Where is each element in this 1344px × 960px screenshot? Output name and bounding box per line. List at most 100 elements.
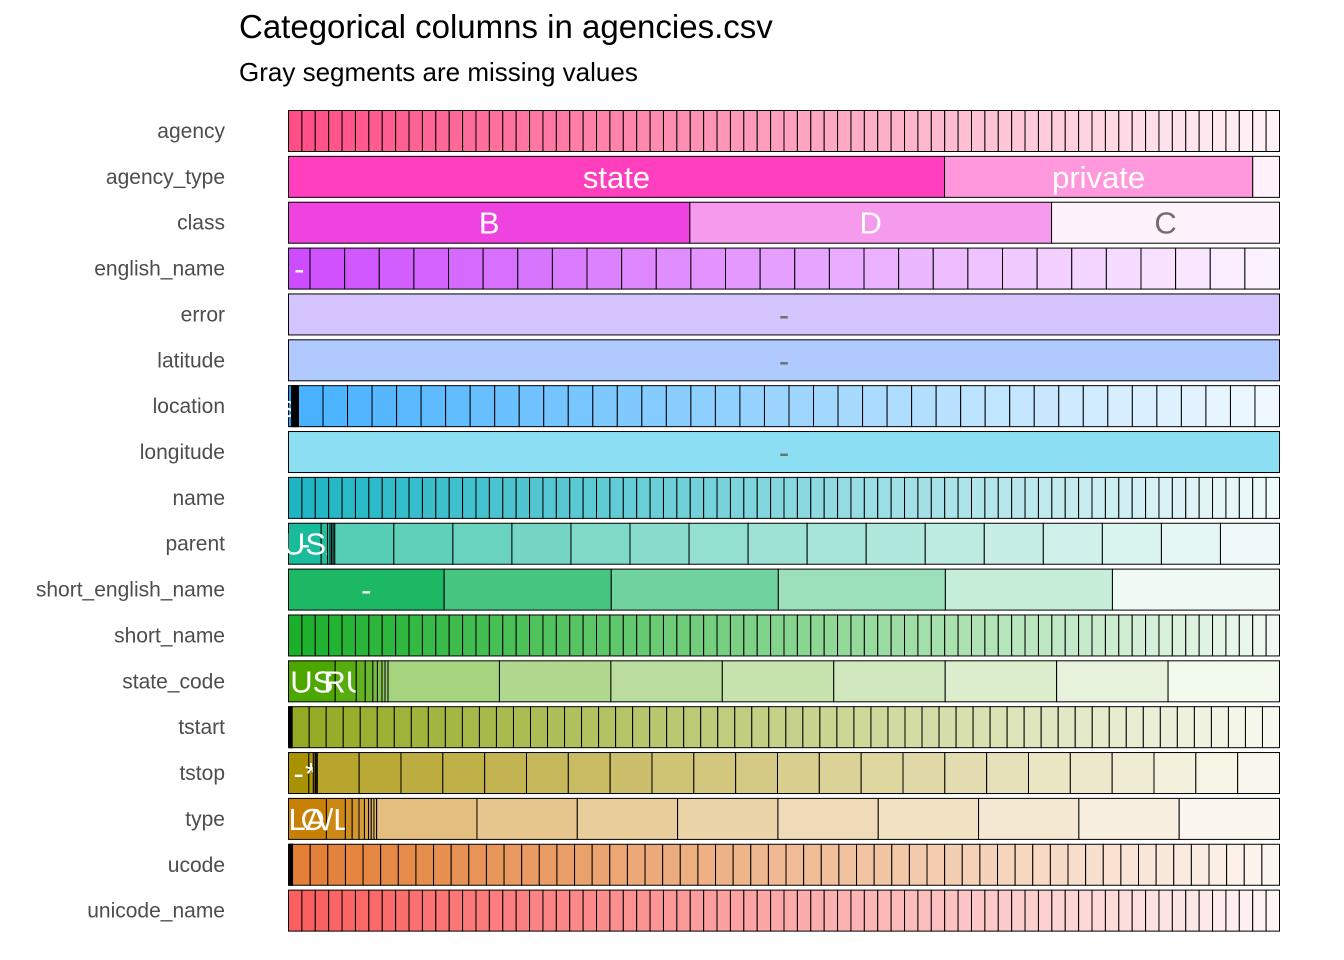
- bar-segment: [556, 477, 569, 518]
- bar-segment: [530, 890, 543, 931]
- bar-segment: [436, 111, 449, 152]
- bar-segment: [778, 569, 945, 610]
- row-label: agency: [157, 120, 225, 143]
- bar-segment: [777, 753, 819, 794]
- bar-segment: [1119, 477, 1132, 518]
- bar-segment: [861, 753, 903, 794]
- bar-segment: [543, 111, 556, 152]
- segment-label: B: [479, 206, 500, 241]
- bar-segment: [891, 111, 904, 152]
- bar-segment: [469, 844, 487, 885]
- bar-segment: [382, 477, 395, 518]
- bar-segment: [1146, 890, 1159, 931]
- row-label: class: [177, 212, 225, 235]
- bar-segment: [302, 477, 315, 518]
- bar-segment: [892, 844, 910, 885]
- bar-segment: [1266, 477, 1279, 518]
- bar-segment: [1068, 844, 1086, 885]
- bar-segment: [663, 890, 676, 931]
- bar-segment: [650, 477, 663, 518]
- bar-segment: [1139, 844, 1157, 885]
- bar-row-ucode: ucode: [168, 844, 1280, 885]
- bar-segment: [396, 111, 409, 152]
- bar-segment: [396, 615, 409, 656]
- bar-row-name: name: [172, 477, 1279, 518]
- bar-segment: [704, 890, 717, 931]
- bar-segment: [1262, 707, 1279, 748]
- bar-segment: [503, 111, 516, 152]
- bar-segment: [1262, 844, 1280, 885]
- bar-segment: [470, 386, 495, 427]
- bar-segment: [289, 890, 302, 931]
- bar-segment: [443, 753, 485, 794]
- bar-segment: [744, 890, 757, 931]
- bar-segment: [504, 844, 522, 885]
- bar-segment: [990, 707, 1007, 748]
- bar-segment: [583, 477, 596, 518]
- bar-segment: [1065, 615, 1078, 656]
- bar-segment: [1210, 248, 1245, 289]
- bar-segment: [1126, 707, 1143, 748]
- bar-segment: [985, 111, 998, 152]
- bar-segment: [804, 844, 822, 885]
- bar-segment: [381, 844, 399, 885]
- bar-segment: [918, 615, 931, 656]
- bar-segment: [797, 111, 810, 152]
- bar-segment: [677, 615, 690, 656]
- bar-segment: [1213, 890, 1226, 931]
- bar-segment: [1132, 386, 1157, 427]
- row-label: short_english_name: [36, 579, 225, 602]
- bar-segment: [677, 477, 690, 518]
- bar-segment: [1012, 477, 1025, 518]
- bar-segment: [718, 707, 735, 748]
- segment-label: -: [294, 252, 304, 287]
- bar-segment: [1012, 111, 1025, 152]
- bar-row-tstart: tstart: [178, 707, 1279, 748]
- bar-segment: [784, 111, 797, 152]
- bar-segment: [1186, 111, 1199, 152]
- bar-segment: [315, 615, 328, 656]
- bar-segment: [878, 798, 978, 839]
- bar-segment: [543, 615, 556, 656]
- bar-segment: [637, 615, 650, 656]
- bar-segment: [789, 386, 814, 427]
- bar-segment: [356, 661, 365, 702]
- bar-segment: [571, 523, 630, 564]
- bar-segment: [1025, 890, 1038, 931]
- bar-segment: [1172, 615, 1185, 656]
- bar-segment: [335, 523, 394, 564]
- bar-segment: [824, 890, 837, 931]
- bar-segment: [359, 753, 401, 794]
- bar-segment: [1159, 890, 1172, 931]
- bar-segment: [422, 615, 435, 656]
- bar-segment: [422, 890, 435, 931]
- bar-segment: [1199, 890, 1212, 931]
- bar-segment: [854, 707, 871, 748]
- bar-segment: [690, 615, 703, 656]
- bar-segment: [778, 798, 878, 839]
- bar-segment: [610, 844, 628, 885]
- bar-segment: [1146, 111, 1159, 152]
- bar-segment: [824, 111, 837, 152]
- bar-segment: [610, 615, 623, 656]
- bar-segment: [489, 890, 502, 931]
- bar-segment: [971, 890, 984, 931]
- row-label: tstart: [178, 716, 225, 739]
- bar-segment: [543, 477, 556, 518]
- bar-segment: [797, 615, 810, 656]
- bar-segment: [519, 386, 544, 427]
- bar-segment: [1112, 569, 1279, 610]
- bar-segment: [451, 844, 469, 885]
- bar-segment: [633, 707, 650, 748]
- bar-segment: [428, 707, 445, 748]
- bar-segment: [1213, 477, 1226, 518]
- bar-segment: [811, 890, 824, 931]
- bar-segment: [757, 477, 770, 518]
- bar-segment: [1220, 523, 1279, 564]
- bar-segment: [369, 111, 382, 152]
- bar-segment: [1106, 248, 1141, 289]
- bar-segment: [302, 890, 315, 931]
- row-label: short_name: [114, 624, 225, 647]
- bar-segment: [973, 707, 990, 748]
- bar-segment: [998, 477, 1011, 518]
